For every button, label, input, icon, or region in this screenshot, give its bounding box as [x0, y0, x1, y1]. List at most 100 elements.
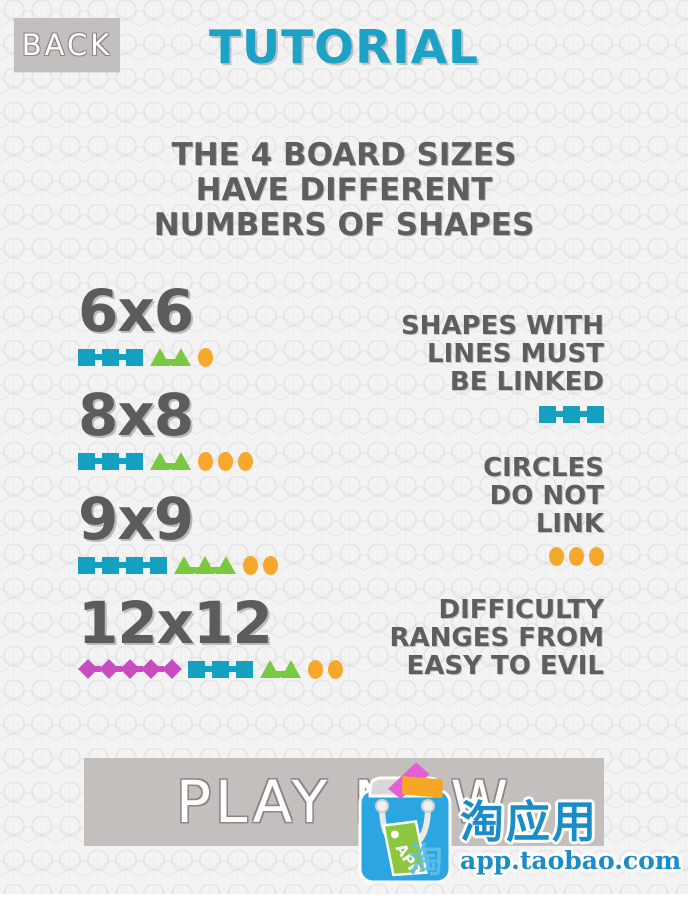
board-size-item: 8x8: [78, 386, 368, 472]
circle-icon: [243, 555, 258, 575]
board-size-label: 6x6: [78, 277, 194, 345]
tutorial-subtitle: THE 4 BOARD SIZES HAVE DIFFERENT NUMBERS…: [0, 138, 688, 243]
shape-row: [78, 554, 368, 576]
subtitle-line-1: THE 4 BOARD SIZES: [171, 137, 517, 173]
square-icon: [78, 452, 95, 470]
triangle-chain: [150, 348, 191, 366]
board-size-label: 8x8: [78, 381, 194, 449]
taobao-watermark: APP 淘 淘应用 app.taobao.com: [352, 758, 688, 900]
play-now-label: PLAY NOW: [175, 768, 513, 836]
link-bar-icon: [95, 354, 102, 360]
circle-group: [243, 555, 278, 575]
link-bar-icon: [190, 567, 199, 573]
link-bar-icon: [166, 463, 175, 469]
triangle-icon: [260, 660, 280, 678]
triangle-chain: [174, 556, 236, 574]
link-bar-icon: [95, 458, 102, 464]
rule-line: EASY TO EVIL: [406, 651, 604, 681]
taobao-url: app.taobao.com: [460, 846, 682, 875]
square-icon: [126, 348, 143, 366]
triangle-chain: [150, 452, 191, 470]
square-chain: [539, 405, 604, 423]
square-icon: [150, 556, 167, 574]
page-title: TUTORIAL: [209, 20, 479, 74]
link-bar-icon: [119, 354, 126, 360]
triangle-chain: [260, 660, 301, 678]
triangle-icon: [171, 348, 191, 366]
rules-list: SHAPES WITH LINES MUST BE LINKED CIRCLES…: [304, 312, 604, 710]
rule-line: BE LINKED: [449, 367, 604, 397]
rule-line: DO NOT: [489, 481, 604, 511]
rule-line: LINES MUST: [427, 339, 604, 369]
triangle-icon: [150, 452, 170, 470]
back-button[interactable]: BACK: [14, 18, 120, 72]
board-size-label: 9x9: [78, 485, 194, 553]
rule-icon-row: [304, 546, 604, 566]
play-now-button[interactable]: PLAY NOW: [84, 758, 604, 846]
triangle-icon: [195, 556, 215, 574]
circle-icon: [198, 347, 213, 367]
rule-line: SHAPES WITH: [400, 311, 604, 341]
rule-item-linked: SHAPES WITH LINES MUST BE LINKED: [304, 312, 604, 424]
link-bar-icon: [205, 666, 212, 672]
bottom-strip: [0, 894, 688, 900]
link-bar-icon: [119, 458, 126, 464]
circle-icon: [328, 659, 343, 679]
square-icon: [236, 660, 253, 678]
link-bar-icon: [158, 666, 164, 672]
circle-icon: [218, 451, 233, 471]
diamond-chain: [77, 659, 182, 679]
shopping-bag-icon: APP 淘: [358, 762, 452, 884]
circle-icon: [198, 451, 213, 471]
taobao-brand-cn: 淘应用: [460, 797, 598, 848]
board-size-list: 6x6 8x8 9x9 12x12: [77, 282, 368, 698]
diamond-icon: [161, 659, 182, 679]
link-bar-icon: [229, 666, 236, 672]
board-size-item: 9x9: [78, 490, 368, 576]
square-icon: [78, 556, 95, 574]
link-bar-icon: [116, 666, 122, 672]
app-price-tag-icon: APP: [382, 819, 428, 878]
circle-group: [198, 347, 213, 367]
link-bar-icon: [137, 666, 143, 672]
circle-icon: [569, 546, 584, 566]
square-icon: [539, 405, 556, 423]
square-chain: [78, 348, 143, 366]
shape-row: [78, 450, 368, 472]
back-button-label: BACK: [21, 28, 113, 62]
subtitle-line-3: NUMBERS OF SHAPES: [153, 207, 535, 243]
circle-icon: [308, 659, 323, 679]
circle-group: [308, 659, 343, 679]
circle-group: [198, 451, 253, 471]
square-icon: [212, 660, 229, 678]
rule-item-circles: CIRCLES DO NOT LINK: [304, 454, 604, 566]
rule-item-difficulty: DIFFICULTY RANGES FROM EASY TO EVIL: [304, 596, 604, 680]
circle-icon: [589, 546, 604, 566]
link-bar-icon: [95, 562, 102, 568]
triangle-icon: [216, 556, 236, 574]
circle-icon: [263, 555, 278, 575]
square-icon: [188, 660, 205, 678]
shape-row: [78, 346, 368, 368]
rule-line: LINK: [535, 509, 604, 539]
square-chain: [78, 556, 167, 574]
board-size-label: 12x12: [78, 589, 273, 657]
square-chain: [188, 660, 253, 678]
link-bar-icon: [119, 562, 126, 568]
board-size-item: 6x6: [78, 282, 368, 368]
rule-line: CIRCLES: [483, 453, 604, 483]
rule-line: DIFFICULTY: [438, 595, 604, 625]
triangle-icon: [281, 660, 301, 678]
circle-group: [549, 546, 604, 566]
triangle-icon: [150, 348, 170, 366]
circle-icon: [238, 451, 253, 471]
board-size-item: 12x12: [77, 589, 368, 680]
link-bar-icon: [95, 666, 101, 672]
circle-icon: [549, 546, 564, 566]
square-icon: [102, 556, 119, 574]
square-icon: [126, 452, 143, 470]
svg-text:淘: 淘: [409, 841, 443, 881]
square-icon: [102, 348, 119, 366]
link-bar-icon: [211, 567, 220, 573]
